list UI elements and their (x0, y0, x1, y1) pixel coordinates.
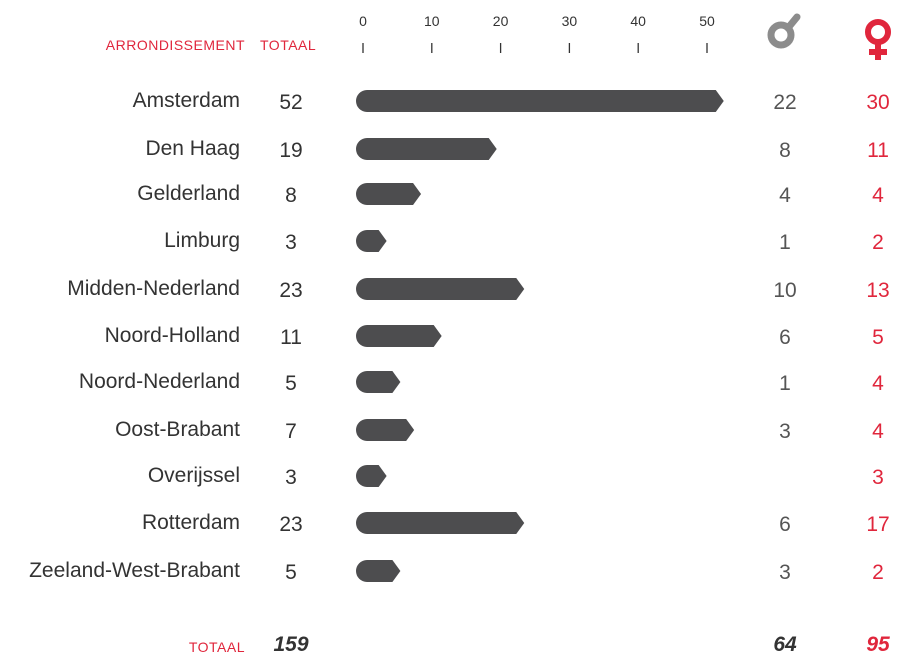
female-value: 30 (866, 91, 890, 114)
bar (356, 465, 387, 487)
bar (356, 325, 442, 347)
total-value: 3 (285, 231, 297, 254)
total-value: 52 (279, 91, 303, 114)
category-label: Rotterdam (141, 511, 240, 534)
female-value: 5 (872, 326, 884, 349)
male-value: 4 (779, 184, 791, 207)
total-row-label: TOTAAL (188, 639, 245, 655)
bar (356, 512, 525, 534)
female-value: 3 (872, 466, 884, 489)
bar (356, 371, 401, 393)
female-value: 4 (872, 372, 884, 395)
female-value: 11 (867, 139, 889, 162)
x-tick-label: 30 (561, 13, 578, 29)
bar (356, 560, 401, 582)
category-label: Noord-Holland (104, 324, 240, 347)
female-value: 2 (872, 561, 884, 584)
total-value: 23 (279, 279, 303, 302)
male-value: 22 (773, 91, 797, 114)
x-tick-label: 20 (492, 13, 509, 29)
total-value: 19 (279, 139, 303, 162)
bar (356, 90, 724, 112)
category-label: Zeeland-West-Brabant (29, 559, 240, 582)
bar (356, 419, 415, 441)
male-value: 8 (779, 139, 791, 162)
category-label: Den Haag (145, 137, 240, 160)
grand-total: 159 (273, 633, 309, 656)
x-tick-label: 10 (424, 13, 440, 29)
bar (356, 230, 387, 252)
category-label: Noord-Nederland (78, 370, 240, 393)
male-value: 3 (779, 561, 791, 584)
total-value: 7 (285, 420, 297, 443)
total-value: 11 (280, 326, 302, 349)
female-value: 4 (872, 420, 884, 443)
category-label: Overijssel (147, 464, 240, 487)
x-tick-label: 40 (630, 13, 646, 29)
male-total: 64 (773, 633, 797, 656)
category-label: Amsterdam (132, 89, 240, 112)
female-value: 17 (866, 513, 890, 536)
category-label: Limburg (164, 229, 240, 252)
male-value: 10 (773, 279, 797, 302)
x-tick-label: 0 (359, 13, 367, 29)
male-value: 3 (779, 420, 791, 443)
category-label: Midden-Nederland (67, 277, 240, 300)
total-header: TOTAAL (260, 37, 317, 53)
total-value: 5 (285, 561, 297, 584)
total-value: 23 (279, 513, 303, 536)
male-symbol (767, 13, 801, 49)
x-tick-label: 50 (699, 13, 715, 29)
male-value: 6 (779, 326, 791, 349)
female-value: 4 (872, 184, 884, 207)
male-value: 1 (779, 231, 791, 254)
total-value: 5 (285, 372, 297, 395)
female-total: 95 (866, 633, 890, 656)
category-label: Oost-Brabant (115, 418, 240, 441)
male-value: 6 (779, 513, 791, 536)
female-value: 2 (872, 231, 884, 254)
female-symbol (865, 19, 891, 60)
bar (356, 278, 525, 300)
total-value: 3 (285, 466, 297, 489)
total-value: 8 (285, 184, 297, 207)
category-label: Gelderland (137, 182, 240, 205)
category-header: ARRONDISSEMENT (105, 37, 245, 53)
bar (356, 183, 422, 205)
male-value: 1 (779, 372, 791, 395)
female-value: 13 (866, 279, 890, 302)
bar (356, 138, 497, 160)
